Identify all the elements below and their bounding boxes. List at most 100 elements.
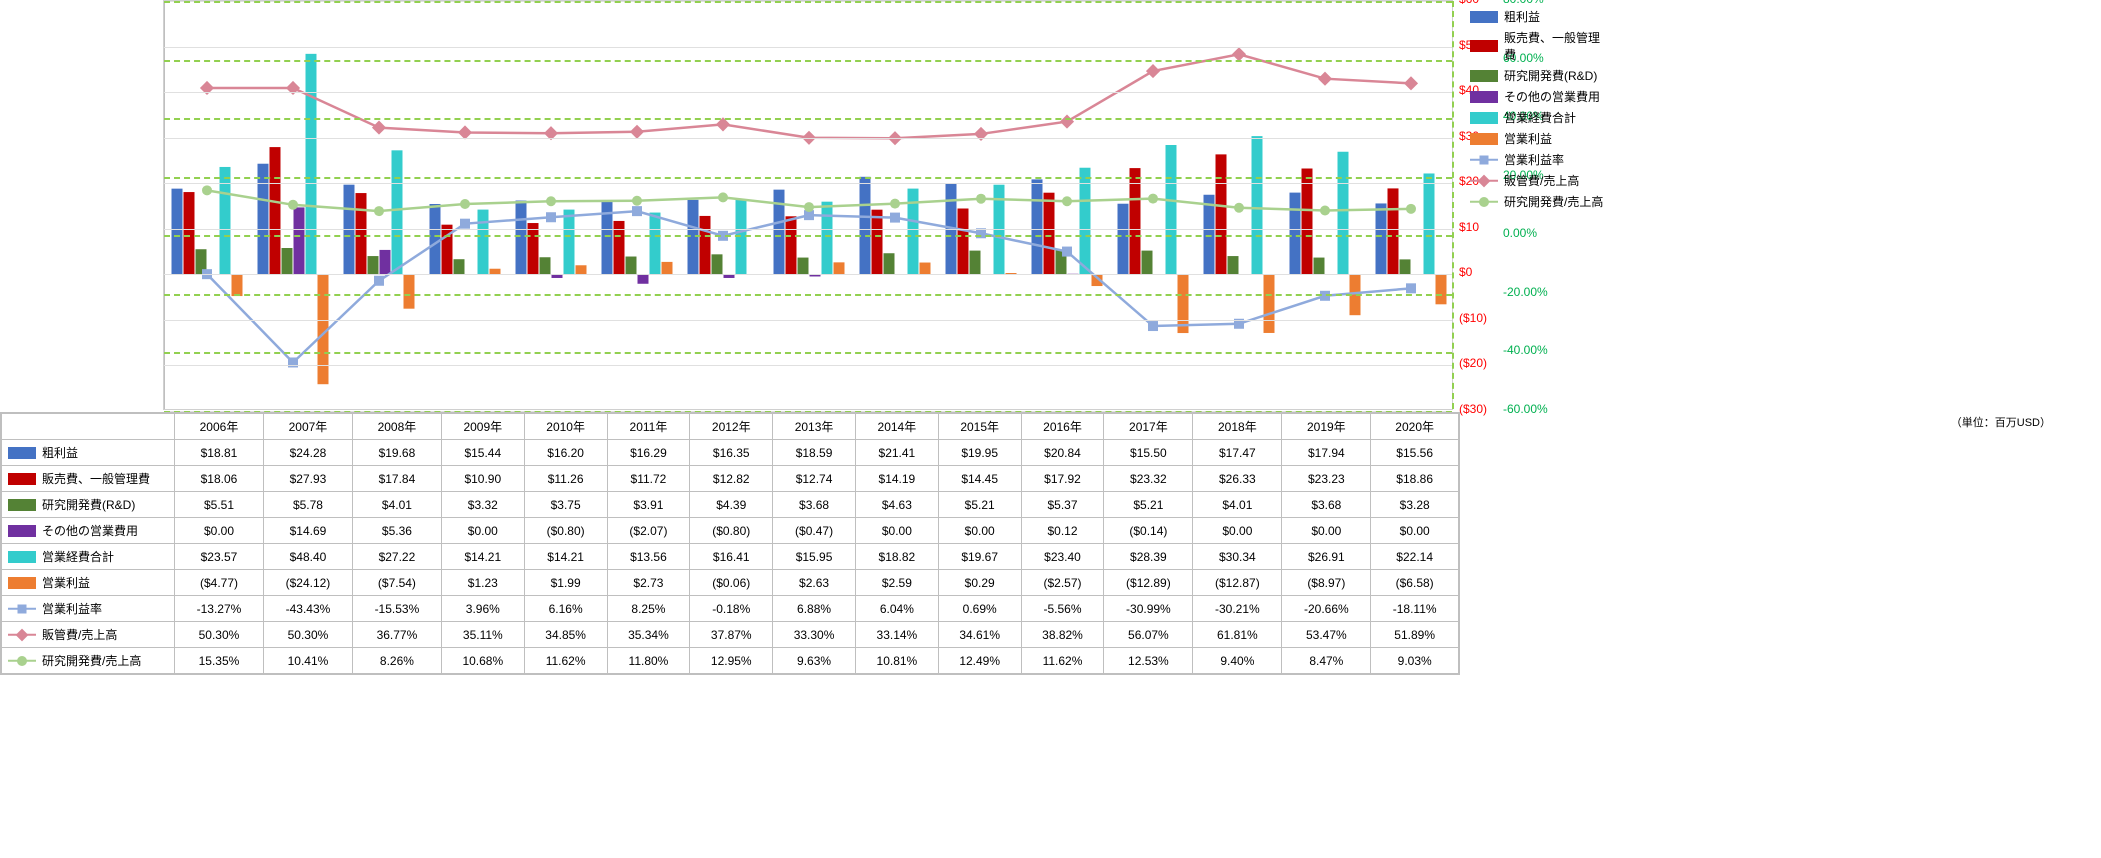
bar-rnd — [282, 248, 293, 274]
table-cell: 9.03% — [1371, 648, 1459, 674]
legend-item-rnd_ratio: 研究開発費/売上高 — [1470, 193, 1610, 210]
table-row-sga_ratio: 販管費/売上高50.30%50.30%36.77%35.11%34.85%35.… — [2, 622, 1459, 648]
table-cell: ($7.54) — [352, 570, 441, 596]
table-cell: -18.11% — [1371, 596, 1459, 622]
bar-opex_total — [1252, 136, 1263, 274]
table-cell: $18.81 — [175, 440, 264, 466]
legend-item-op_margin: 営業利益率 — [1470, 151, 1610, 168]
bar-sga — [1216, 154, 1227, 274]
gridline-right — [164, 294, 1452, 296]
bar-sga — [528, 223, 539, 274]
marker-op_margin — [1406, 283, 1416, 293]
marker-sga_ratio — [1146, 64, 1160, 78]
row-marker-sga_ratio — [8, 630, 36, 640]
bar-op_income — [404, 274, 415, 308]
legend-marker-op_income — [1470, 133, 1498, 145]
legend-item-opex_total: 営業経費合計 — [1470, 109, 1610, 126]
gridline-left — [164, 274, 1452, 275]
table-cell: 9.63% — [773, 648, 856, 674]
table-cell: $0.29 — [938, 570, 1021, 596]
table-cell: 8.47% — [1282, 648, 1371, 674]
table-cell: -13.27% — [175, 596, 264, 622]
legend-marker-opex_total — [1470, 112, 1498, 124]
table-cell: $4.63 — [855, 492, 938, 518]
row-header-cell: 研究開発費/売上高 — [2, 648, 175, 674]
table-cell: $28.39 — [1104, 544, 1193, 570]
row-label: その他の営業費用 — [42, 522, 138, 539]
table-cell: $3.75 — [524, 492, 607, 518]
table-cell: -0.18% — [690, 596, 773, 622]
table-cell: $2.63 — [773, 570, 856, 596]
bar-rnd — [626, 257, 637, 275]
table-cell: $18.86 — [1371, 466, 1459, 492]
table-cell: 50.30% — [175, 622, 264, 648]
table-cell: $14.21 — [441, 544, 524, 570]
table-cell: 6.16% — [524, 596, 607, 622]
table-cell: $5.21 — [938, 492, 1021, 518]
table-cell: $5.21 — [1104, 492, 1193, 518]
table-cell: $16.35 — [690, 440, 773, 466]
table-cell: $19.67 — [938, 544, 1021, 570]
table-cell: 33.14% — [855, 622, 938, 648]
table-cell: $15.56 — [1371, 440, 1459, 466]
table-cell: $16.20 — [524, 440, 607, 466]
row-header-cell: 販管費/売上高 — [2, 622, 175, 648]
marker-rnd_ratio — [1148, 194, 1158, 204]
table-header-year: 2013年 — [773, 414, 856, 440]
table-header-year: 2020年 — [1371, 414, 1459, 440]
table-cell: $4.01 — [1193, 492, 1282, 518]
table-cell: 34.85% — [524, 622, 607, 648]
table-cell: 53.47% — [1282, 622, 1371, 648]
y-left-tick-label: $60 — [1459, 0, 1479, 6]
bar-other — [380, 250, 391, 274]
table-cell: $48.40 — [263, 544, 352, 570]
table-cell: 12.49% — [938, 648, 1021, 674]
legend-item-other: その他の営業費用 — [1470, 88, 1610, 105]
legend-label: 営業利益率 — [1504, 151, 1564, 168]
y-right-tick-label: -60.00% — [1503, 402, 1548, 416]
table-header-year: 2016年 — [1021, 414, 1104, 440]
table-cell: 51.89% — [1371, 622, 1459, 648]
table-cell: 37.87% — [690, 622, 773, 648]
gridline-left — [164, 92, 1452, 93]
bar-sga — [958, 209, 969, 275]
table-cell: $3.68 — [1282, 492, 1371, 518]
table-header-year: 2006年 — [175, 414, 264, 440]
table-cell: ($2.57) — [1021, 570, 1104, 596]
table-cell: $14.21 — [524, 544, 607, 570]
data-table-wrap: 2006年2007年2008年2009年2010年2011年2012年2013年… — [0, 412, 1460, 675]
bar-rnd — [1314, 258, 1325, 275]
bar-gross_profit — [516, 201, 527, 275]
y-left-tick-label: ($20) — [1459, 356, 1487, 370]
table-cell: $14.19 — [855, 466, 938, 492]
row-header-cell: 営業経費合計 — [2, 544, 175, 570]
table-cell: $4.39 — [690, 492, 773, 518]
table-cell: $0.12 — [1021, 518, 1104, 544]
legend-item-gross_profit: 粗利益 — [1470, 8, 1610, 25]
legend-label: 営業経費合計 — [1504, 109, 1576, 126]
bar-opex_total — [1166, 145, 1177, 274]
bar-rnd — [454, 259, 465, 274]
marker-rnd_ratio — [632, 196, 642, 206]
table-row-rnd: 研究開発費(R&D)$5.51$5.78$4.01$3.32$3.75$3.91… — [2, 492, 1459, 518]
table-header-year: 2012年 — [690, 414, 773, 440]
table-cell: $16.41 — [690, 544, 773, 570]
table-cell: ($0.14) — [1104, 518, 1193, 544]
marker-op_margin — [890, 213, 900, 223]
table-cell: $14.69 — [263, 518, 352, 544]
table-header-year: 2019年 — [1282, 414, 1371, 440]
gridline-left — [164, 320, 1452, 321]
table-cell: $0.00 — [1371, 518, 1459, 544]
table-cell: 10.41% — [263, 648, 352, 674]
legend-marker-gross_profit — [1470, 11, 1498, 23]
gridline-left — [164, 183, 1452, 184]
bar-gross_profit — [430, 204, 441, 274]
bar-opex_total — [822, 202, 833, 275]
bar-gross_profit — [1032, 179, 1043, 274]
row-label: 販売費、一般管理費 — [42, 470, 150, 487]
marker-rnd_ratio — [1062, 196, 1072, 206]
table-cell: $0.00 — [938, 518, 1021, 544]
gridline-left — [164, 47, 1452, 48]
table-cell: 9.40% — [1193, 648, 1282, 674]
row-header-cell: 研究開発費(R&D) — [2, 492, 175, 518]
